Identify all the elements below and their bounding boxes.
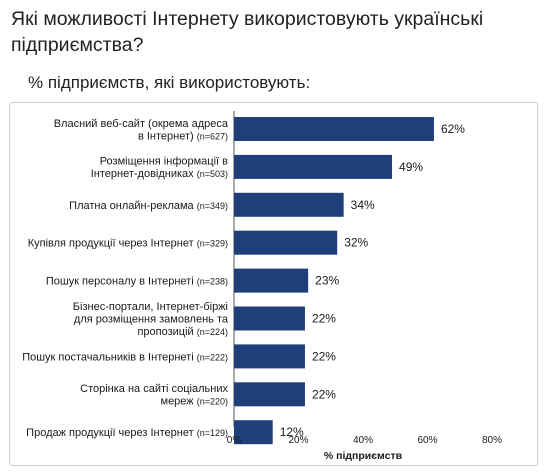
category-label: для розміщення замовлень та xyxy=(74,314,229,326)
category-label: Продаж продукції через Інтернет (n=129) xyxy=(26,427,228,439)
sample-size-label: (n=329) xyxy=(197,239,228,249)
sample-size-label: (n=238) xyxy=(197,277,228,287)
bar xyxy=(234,230,338,255)
category-label: Платна онлайн-реклама (n=349) xyxy=(69,200,228,212)
value-label: 34% xyxy=(351,198,375,212)
sample-size-label: (n=224) xyxy=(197,327,228,337)
category-label: Бізнес-портали, Інтернет-біржі xyxy=(73,301,228,313)
x-tick-label: 0% xyxy=(227,435,242,446)
category-label: Купівля продукції через Інтернет (n=329) xyxy=(28,238,228,250)
x-tick-label: 40% xyxy=(353,435,373,446)
category-label: Інтернет-довідниках (n=503) xyxy=(91,168,228,180)
category-text: Пошук постачальників в Інтернеті xyxy=(22,351,197,363)
chart-panel: 62% Власний веб-сайт (окрема адреса в Інте… xyxy=(9,102,538,466)
bar xyxy=(234,420,273,445)
category-label: мереж (n=220) xyxy=(161,396,229,408)
bar xyxy=(234,306,305,331)
bar xyxy=(234,382,305,407)
category-label: Сторінка на сайті соціальних xyxy=(80,383,228,395)
bar xyxy=(234,117,434,141)
sample-size-label: (n=349) xyxy=(197,201,228,211)
bar xyxy=(234,344,305,369)
category-label: Пошук персоналу в Інтернеті (n=238) xyxy=(46,276,228,288)
category-label: в Інтернет) (n=627) xyxy=(138,130,228,142)
category-label: Пошук постачальників в Інтернеті (n=222) xyxy=(22,351,228,363)
category-label: Власний веб-сайт (окрема адреса xyxy=(54,118,229,130)
category-label: пропозицій (n=224) xyxy=(137,326,228,338)
x-axis-title: % підприємств xyxy=(324,450,403,462)
category-label: Розміщення інформації в xyxy=(100,156,228,168)
value-label: 22% xyxy=(312,349,336,363)
sample-size-label: (n=503) xyxy=(197,169,228,179)
value-label: 22% xyxy=(312,387,336,401)
chart-subtitle: % підприємств, які використовують: xyxy=(28,73,311,92)
category-text: пропозицій xyxy=(137,326,196,338)
category-text: мереж xyxy=(161,396,197,408)
bar xyxy=(234,154,393,179)
sample-size-label: (n=222) xyxy=(197,352,228,362)
x-tick-label: 20% xyxy=(288,435,308,446)
sample-size-label: (n=129) xyxy=(197,428,228,438)
bar xyxy=(234,192,344,217)
value-label: 32% xyxy=(344,236,368,250)
sample-size-label: (n=627) xyxy=(197,131,228,141)
chart-title: Які можливості Інтернету використовують … xyxy=(11,8,484,56)
category-text: Продаж продукції через Інтернет xyxy=(26,427,197,439)
bar xyxy=(234,268,309,293)
category-text: Платна онлайн-реклама xyxy=(69,200,197,212)
value-label: 23% xyxy=(315,274,339,288)
category-text: Пошук персоналу в Інтернеті xyxy=(46,276,197,288)
category-text: Купівля продукції через Інтернет xyxy=(28,238,197,250)
value-label: 12% xyxy=(280,425,304,439)
category-text: Інтернет-довідниках xyxy=(91,168,197,180)
value-label: 62% xyxy=(441,122,465,136)
value-label: 49% xyxy=(399,160,423,174)
category-text: в Інтернет) xyxy=(138,130,197,142)
value-label: 22% xyxy=(312,312,336,326)
x-tick-label: 80% xyxy=(482,435,502,446)
sample-size-label: (n=220) xyxy=(197,397,228,407)
x-tick-label: 60% xyxy=(417,435,437,446)
